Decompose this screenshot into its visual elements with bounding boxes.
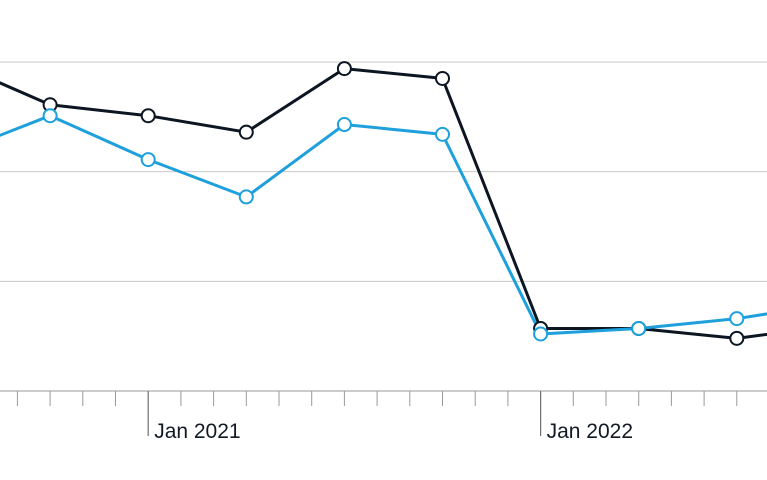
data-point [336,117,352,133]
data-point [729,311,745,327]
data-point [42,108,58,124]
data-point [238,124,254,140]
x-tick-label: Jan 2022 [547,420,633,443]
data-point [336,61,352,77]
series-line [0,67,767,340]
gridlines [0,61,767,282]
data-point [140,108,156,124]
series-line [0,114,767,336]
x-tick-label: Jan 2021 [154,420,240,443]
data-point [729,330,745,346]
series-group [0,61,767,346]
data-point [435,70,450,86]
data-point [238,189,254,205]
data-point [435,126,450,142]
x-axis: Jan 2021 Jan 2022 [0,390,767,443]
data-point [631,320,647,336]
data-point [140,152,156,168]
data-point [533,326,549,342]
